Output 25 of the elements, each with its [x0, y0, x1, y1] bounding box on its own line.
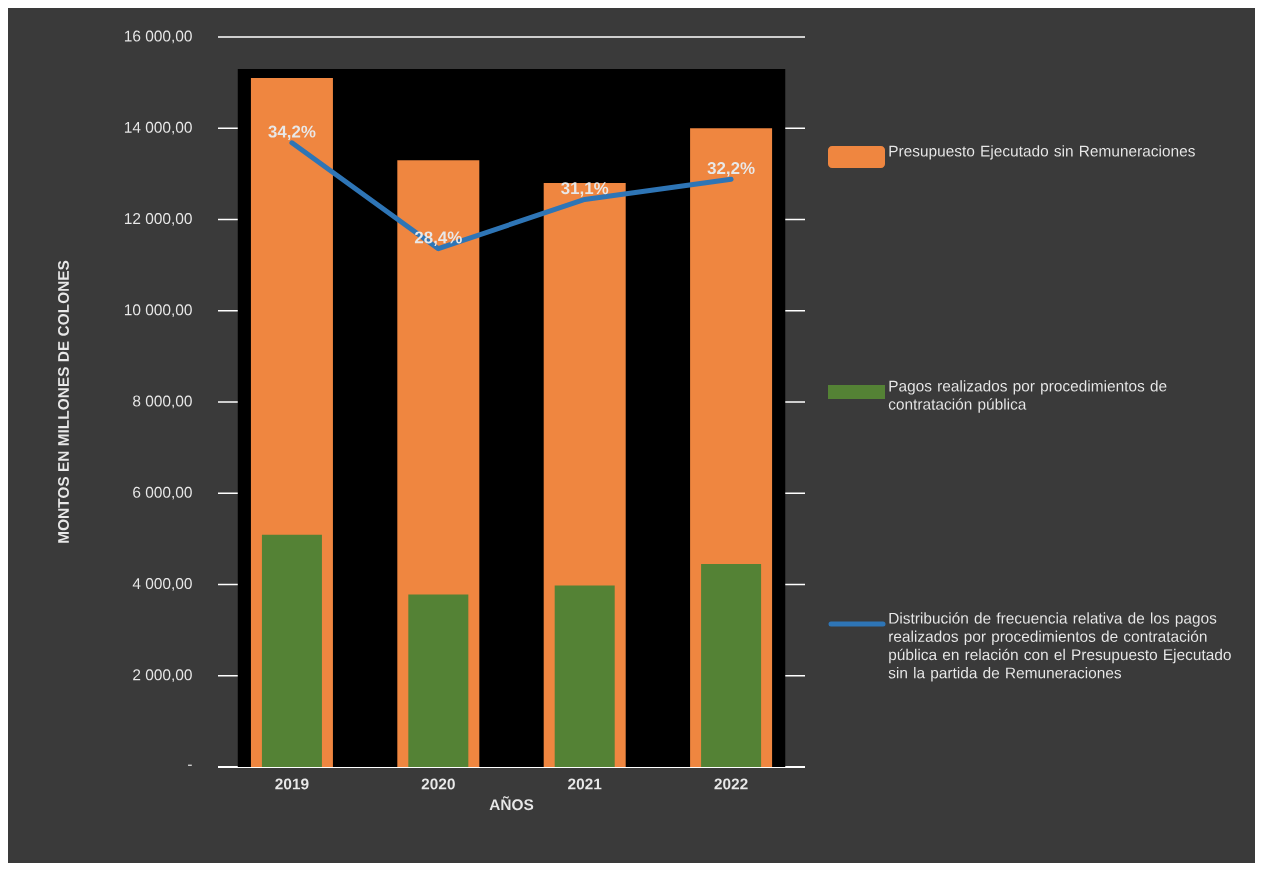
- y-tick-label: 2 000,00: [133, 669, 192, 683]
- y-tick-label: 6 000,00: [133, 486, 192, 500]
- y-tick-label: 8 000,00: [133, 395, 192, 409]
- bar: [261, 534, 322, 767]
- y-tick-label: -: [188, 764, 192, 766]
- bar: [408, 594, 469, 767]
- y-tick-label: 10 000,00: [124, 304, 192, 318]
- data-label: 34,2%: [268, 125, 316, 141]
- bar: [701, 563, 762, 767]
- y-tick-label: 4 000,00: [132, 578, 192, 591]
- y-tick-label: 12 000,00: [124, 213, 192, 226]
- y-tick-label: 14 000,00: [124, 121, 192, 135]
- legend-label: Presupuesto Ejecutado sin Remuneraciones: [889, 145, 1195, 160]
- bar: [554, 585, 615, 767]
- y-axis-title: MONTOS EN MILLONES DE COLONES: [58, 260, 69, 543]
- x-tick-label: 2021: [568, 778, 602, 790]
- legend-label: Distribución de frecuencia relativa de los pagos realizados por procedimientos de contratación pública en relación con el Presupuesto Ejecutado sin la partida de Remuneraciones: [888, 612, 1231, 682]
- x-tick-label: 2022: [714, 778, 748, 790]
- x-tick-label: 2020: [421, 778, 455, 790]
- x-tick-label: 2019: [275, 778, 309, 790]
- data-label: 32,2%: [707, 162, 755, 177]
- y-tick-label: 16 000,00: [124, 30, 192, 44]
- data-label: 31,1%: [561, 182, 609, 197]
- x-axis-title: AÑOS: [489, 796, 534, 811]
- legend-label: Pagos realizados por procedimientos de contratación pública: [888, 380, 1167, 413]
